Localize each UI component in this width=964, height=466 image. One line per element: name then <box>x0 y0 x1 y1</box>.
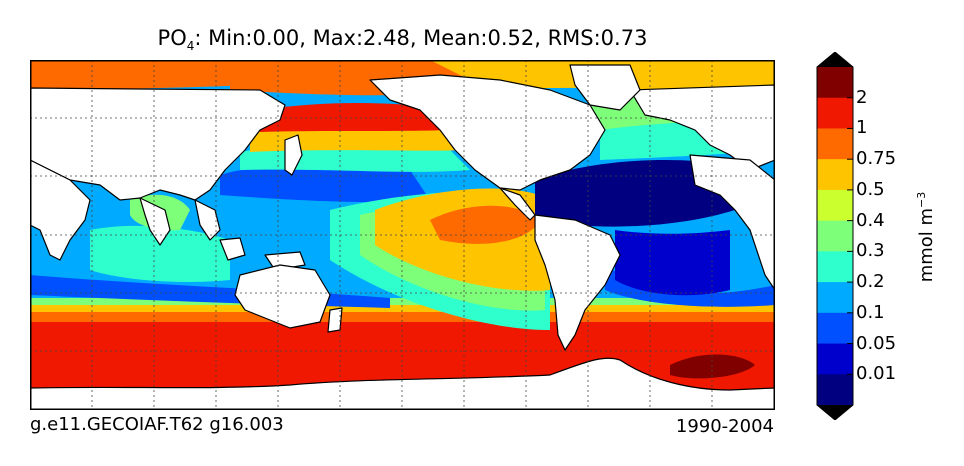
land-antarctica <box>30 357 775 410</box>
colorbar-unit-label: mmol m−3 <box>915 192 937 283</box>
indian-ocean-cyan <box>90 225 230 282</box>
colorbar-segment <box>817 189 853 222</box>
land-greenland <box>569 64 641 111</box>
land-western-europe <box>629 84 775 171</box>
map-title: PO4: Min:0.00, Max:2.48, Mean:0.52, RMS:… <box>30 26 775 53</box>
period-label: 1990-2004 <box>675 416 774 437</box>
colorbar-tick-label: 0.05 <box>856 332 897 354</box>
land-africa <box>689 154 775 291</box>
map-frame <box>30 60 775 410</box>
graticule <box>30 60 775 410</box>
colorbar-segment <box>817 282 853 314</box>
title-variable: PO <box>157 26 187 50</box>
southern-green-band <box>30 298 775 305</box>
colorbar-over-triangle <box>817 52 853 67</box>
colorbar-tick-label: 0.75 <box>856 148 897 170</box>
colorbar-segment <box>817 97 853 129</box>
colorbar-tick-label: 2 <box>856 86 868 108</box>
colorbar-segment <box>817 128 853 160</box>
colorbar-segment <box>817 159 853 191</box>
land-north-america <box>369 74 606 191</box>
southern-yellow-band <box>30 303 775 312</box>
land-japan <box>284 134 303 176</box>
north-pacific-blue <box>220 165 430 203</box>
north-atlantic-navy <box>535 160 735 227</box>
colorbar-tick-label: 0.5 <box>856 178 885 200</box>
land-india <box>139 197 171 246</box>
colorbar-tick-label: 0.4 <box>856 209 885 231</box>
land-australia <box>234 264 331 329</box>
colorbar-tick-label: 1 <box>856 117 868 139</box>
southern-orange-band <box>30 310 775 322</box>
colorbar-tick-label: 0.01 <box>856 363 897 385</box>
colorbar-segment <box>817 374 853 406</box>
colorbar <box>816 52 854 420</box>
colorbar-tick-label: 0.3 <box>856 240 885 262</box>
colorbar-segment <box>817 220 853 252</box>
unit-exponent: −3 <box>915 191 928 208</box>
antarctic-dark-patch <box>670 354 755 379</box>
north-pacific-red <box>260 103 450 132</box>
land-borneo <box>219 237 246 261</box>
land-masses <box>30 64 775 410</box>
south-atlantic-mid-blue <box>615 230 730 296</box>
arctic-orange <box>30 60 250 89</box>
title-stats: : Min:0.00, Max:2.48, Mean:0.52, RMS:0.7… <box>194 26 648 50</box>
colorbar-under-triangle <box>817 405 853 420</box>
colorbar-segment <box>817 67 853 99</box>
east-pacific-orange <box>430 205 540 244</box>
colorbar-tick-label: 0.2 <box>856 271 885 293</box>
land-new-guinea <box>264 251 306 271</box>
ocean-map <box>30 60 775 410</box>
colorbar-segment <box>817 312 853 345</box>
colorbar-tick-label: 0.1 <box>856 301 885 323</box>
colorbar-segment <box>817 251 853 283</box>
unit-base: mmol m <box>916 207 937 283</box>
title-subscript: 4 <box>186 39 195 54</box>
case-name-label: g.e11.GECOIAF.T62 g16.003 <box>30 414 284 435</box>
south-atlantic-blue <box>605 265 775 307</box>
colorbar-outline <box>816 52 854 420</box>
colorbar-segment <box>817 343 853 375</box>
